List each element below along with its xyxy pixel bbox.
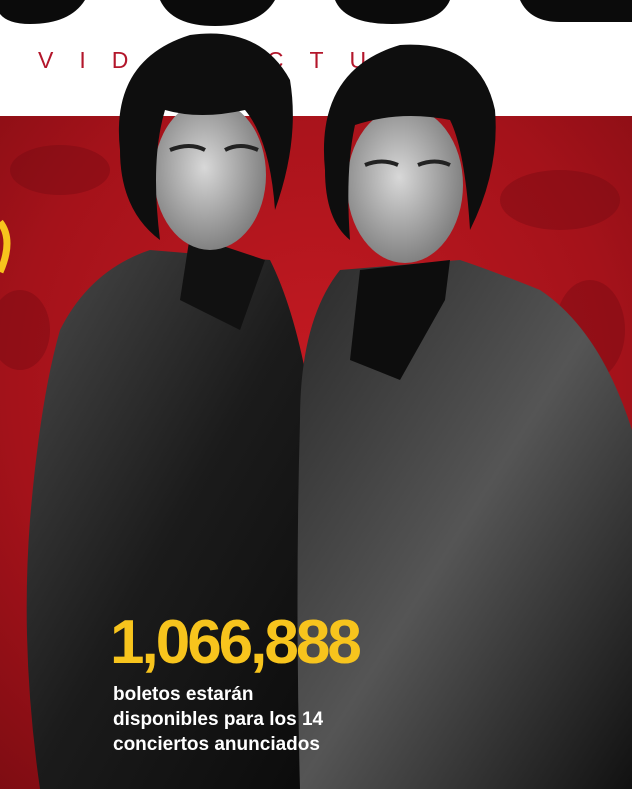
left-figure [26,33,331,789]
caption-line: disponibles para los 14 [113,709,324,730]
stat-number: 1,066,888 [110,608,362,677]
stat-caption: boletos estarán disponibles para los 14 … [113,682,323,757]
right-figure [297,44,632,789]
caption-line: conciertos anunciados [113,734,320,755]
logo-fragment [0,0,632,26]
yellow-arc [0,219,11,274]
texture [0,145,625,380]
caption-line: boletos estarán [113,684,254,705]
